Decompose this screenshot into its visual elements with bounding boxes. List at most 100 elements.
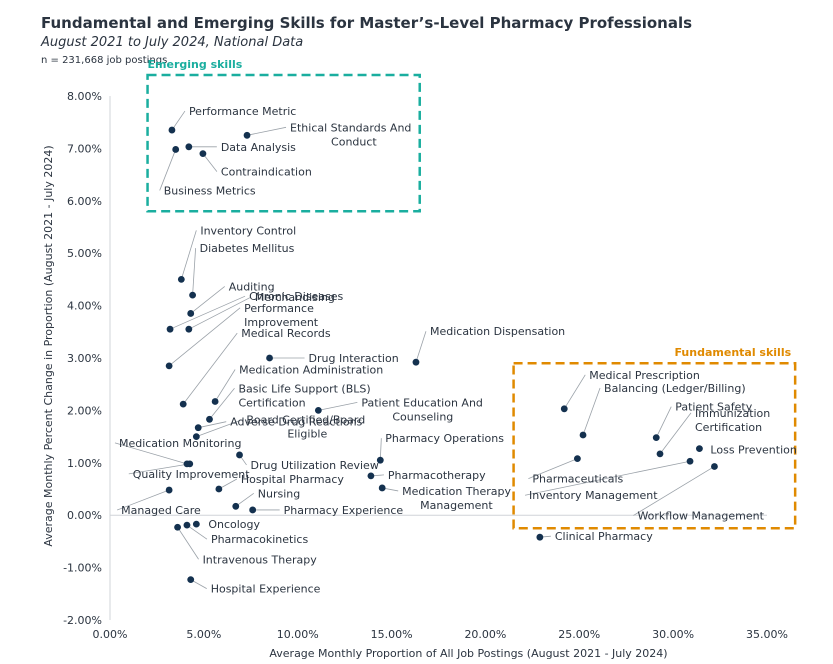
label-pharmacy-operations: Pharmacy Operations xyxy=(385,432,504,445)
leader-performance-metric xyxy=(171,110,186,131)
point-chronic-diseases xyxy=(166,325,174,333)
leader-managed-care xyxy=(116,489,170,511)
leader-hospital-pharmacy xyxy=(218,478,238,490)
label-pharmacokinetics: Pharmacokinetics xyxy=(211,533,308,546)
leader-diabetes-mellitus xyxy=(192,248,196,296)
label-chronic-diseases: Chronic Diseases xyxy=(249,290,343,303)
label-basic-life-support-bls-certification: Basic Life Support (BLS) Certification xyxy=(238,382,370,409)
point-performance-improvement xyxy=(165,362,173,370)
leader-medication-administration xyxy=(214,369,236,402)
x-tick-label: 30.00% xyxy=(652,628,694,641)
leader-balancing-ledger-billing xyxy=(582,387,601,436)
label-medication-administration: Medication Administration xyxy=(239,363,383,376)
point-immunization-certification xyxy=(656,450,664,458)
chart-subtitle: August 2021 to July 2024, National Data xyxy=(41,35,304,50)
group-title-fundamental-skills: Fundamental skills xyxy=(674,346,791,359)
x-tick-label: 25.00% xyxy=(558,628,600,641)
label-clinical-pharmacy: Clinical Pharmacy xyxy=(555,530,653,543)
leader-nursing xyxy=(235,492,255,507)
label-patient-education-and-counseling: Patient Education And Counseling xyxy=(361,396,483,423)
x-axis-label: Average Monthly Proportion of All Job Po… xyxy=(269,647,667,660)
leader-auditing xyxy=(190,286,225,314)
group-box-fundamental-skills xyxy=(512,361,797,530)
x-tick-label: 15.00% xyxy=(371,628,413,641)
group-boxes: Emerging skills Fundamental skills xyxy=(146,58,797,530)
leader-workflow-management xyxy=(633,466,715,516)
leader-inventory-control xyxy=(180,230,197,280)
point-nursing xyxy=(232,502,240,510)
label-pharmaceuticals: Pharmaceuticals xyxy=(532,473,623,486)
point-pharmacotherapy xyxy=(367,472,375,480)
point-drug-utilization-review xyxy=(236,451,243,459)
label-balancing-ledger-billing: Balancing (Ledger/Billing) xyxy=(604,382,746,395)
leader-patient-safety xyxy=(655,406,672,438)
x-tick-label: 20.00% xyxy=(464,628,506,641)
label-performance-metric: Performance Metric xyxy=(189,105,296,118)
label-medical-prescription: Medical Prescription xyxy=(589,369,700,382)
label-workflow-management: Workflow Management xyxy=(637,509,764,522)
leader-patient-education-and-counseling xyxy=(318,402,358,411)
label-nursing: Nursing xyxy=(258,487,300,500)
point-patient-safety xyxy=(652,434,660,442)
label-pharmacy-experience: Pharmacy Experience xyxy=(284,504,404,517)
leader-pharmacy-operations xyxy=(379,438,382,461)
point-quality-improvement xyxy=(186,460,194,468)
label-oncology: Oncology xyxy=(208,518,260,531)
leader-quality-improvement xyxy=(128,463,190,475)
y-tick-label: 0.00% xyxy=(67,509,102,522)
point-medication-therapy-management xyxy=(378,484,386,492)
label-diabetes-mellitus: Diabetes Mellitus xyxy=(200,242,295,255)
label-medication-therapy-management: Medication Therapy Management xyxy=(402,485,511,512)
leader-performance-improvement xyxy=(168,307,241,367)
point-basic-life-support-bls-certification xyxy=(206,415,213,423)
point-auditing xyxy=(187,310,195,317)
point-diabetes-mellitus xyxy=(189,291,196,299)
label-pharmacotherapy: Pharmacotherapy xyxy=(388,469,486,482)
point-managed-care xyxy=(165,486,173,494)
label-data-analysis: Data Analysis xyxy=(221,141,296,154)
label-quality-improvement: Quality Improvement xyxy=(133,468,250,481)
y-tick-label: 8.00% xyxy=(67,90,102,103)
label-adverse-drug-reactions: Adverse Drug Reactions xyxy=(230,416,362,429)
leader-medical-prescription xyxy=(563,374,586,410)
y-tick-label: 4.00% xyxy=(67,300,102,313)
point-hospital-experience xyxy=(187,576,195,584)
label-board-certified-board-eligible: Board Certified/Board Eligible xyxy=(246,414,365,441)
y-tick-label: 1.00% xyxy=(67,457,102,470)
label-drug-utilization-review: Drug Utilization Review xyxy=(251,459,379,472)
label-intravenous-therapy: Intravenous Therapy xyxy=(203,553,318,566)
point-pharmaceuticals xyxy=(574,455,581,463)
y-tick-label: 2.00% xyxy=(67,404,102,417)
label-ethical-standards-and-conduct: Ethical Standards And Conduct xyxy=(290,121,411,148)
leader-medication-monitoring xyxy=(114,442,188,465)
label-immunization-certification: Immunization Certification xyxy=(695,407,770,434)
point-oncology xyxy=(192,520,200,528)
label-business-metrics: Business Metrics xyxy=(164,184,256,197)
label-inventory-control: Inventory Control xyxy=(200,224,296,237)
point-pharmacokinetics xyxy=(183,521,191,529)
leader-immunization-certification xyxy=(659,412,692,455)
sample-size-note: n = 231,668 job postings xyxy=(41,55,168,66)
data-points xyxy=(165,126,718,584)
point-pharmacy-experience xyxy=(249,506,257,514)
point-patient-education-and-counseling xyxy=(314,407,322,414)
point-business-metrics xyxy=(172,146,180,153)
point-board-certified-board-eligible xyxy=(192,433,200,440)
leader-lines xyxy=(114,110,715,590)
label-merchandising: Merchandising xyxy=(255,291,335,304)
label-drug-interaction: Drug Interaction xyxy=(309,352,399,365)
leader-inventory-management xyxy=(524,460,691,496)
leader-business-metrics xyxy=(159,149,177,191)
point-performance-metric xyxy=(168,126,176,134)
axes: -2.00% -1.00% 0.00% 1.00% 2.00% 3.00% 4.00% 5.0… xyxy=(42,90,788,660)
label-performance-improvement: Performance Improvement xyxy=(244,302,319,329)
leader-medication-dispensation xyxy=(415,331,427,363)
label-managed-care: Managed Care xyxy=(121,504,201,517)
y-tick-label: 6.00% xyxy=(67,195,102,208)
y-tick-label: -2.00% xyxy=(63,614,102,627)
group-title-emerging-skills: Emerging skills xyxy=(148,58,243,71)
point-clinical-pharmacy xyxy=(536,533,544,541)
point-inventory-management xyxy=(686,457,694,465)
label-medication-dispensation: Medication Dispensation xyxy=(430,325,565,338)
leader-merchandising xyxy=(188,296,252,330)
